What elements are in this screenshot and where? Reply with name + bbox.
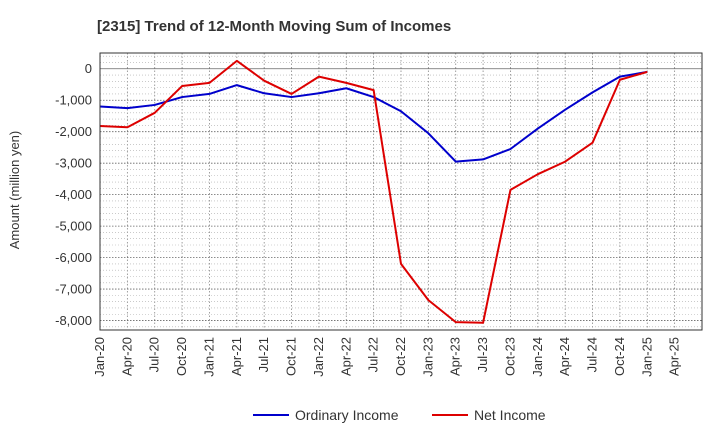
y-axis-ticks: 0 -1,000 -2,000 -3,000 -4,000 -5,000 -6,000 -7,…	[55, 61, 92, 328]
y-tick-label: -5,000	[55, 219, 92, 234]
x-tick-label: Jan-25	[639, 337, 654, 377]
legend-label: Net Income	[474, 407, 546, 423]
x-tick-label: Oct-23	[502, 337, 517, 376]
y-tick-label: -6,000	[55, 250, 92, 265]
series-line-net-income	[99, 59, 648, 324]
x-tick-label: Jan-20	[92, 337, 107, 377]
x-tick-label: Jul-22	[366, 337, 381, 372]
x-tick-label: Jan-24	[530, 337, 545, 377]
y-tick-label: -3,000	[55, 156, 92, 171]
legend-label: Ordinary Income	[295, 407, 399, 423]
x-tick-label: Oct-21	[284, 337, 299, 376]
legend: Ordinary Income Net Income	[253, 407, 546, 423]
x-tick-label: Jul-24	[585, 337, 600, 372]
x-tick-label: Jan-22	[311, 337, 326, 377]
x-tick-label: Apr-23	[448, 337, 463, 376]
x-tick-label: Oct-22	[393, 337, 408, 376]
series-line-ordinary-income	[99, 70, 648, 163]
series-lines	[99, 59, 648, 324]
chart-title: [2315] Trend of 12-Month Moving Sum of I…	[97, 18, 451, 35]
plot-area-border	[99, 52, 703, 331]
x-tick-label: Oct-20	[174, 337, 189, 376]
x-tick-label: Apr-24	[557, 337, 572, 376]
y-tick-label: -7,000	[55, 282, 92, 297]
x-tick-label: Jan-21	[201, 337, 216, 377]
y-tick-label: -4,000	[55, 187, 92, 202]
x-tick-label: Apr-25	[667, 337, 682, 376]
x-tick-label: Jul-23	[475, 337, 490, 372]
x-tick-label: Apr-21	[229, 337, 244, 376]
y-tick-label: -1,000	[55, 93, 92, 108]
x-tick-label: Jul-21	[256, 337, 271, 372]
y-axis-label: Amount (million yen)	[7, 131, 22, 250]
y-tick-label: -2,000	[55, 124, 92, 139]
x-tick-label: Jan-23	[420, 337, 435, 377]
x-tick-label: Apr-20	[119, 337, 134, 376]
x-axis-ticks: Jan-20 Apr-20 Jul-20 Oct-20 Jan-21 Apr-21 Jul-…	[92, 337, 682, 377]
y-tick-label: 0	[85, 61, 92, 76]
y-tick-label: -8,000	[55, 313, 92, 328]
x-tick-label: Jul-20	[147, 337, 162, 372]
x-tick-label: Apr-22	[338, 337, 353, 376]
grid-lines	[100, 53, 703, 330]
x-tick-label: Oct-24	[612, 337, 627, 376]
